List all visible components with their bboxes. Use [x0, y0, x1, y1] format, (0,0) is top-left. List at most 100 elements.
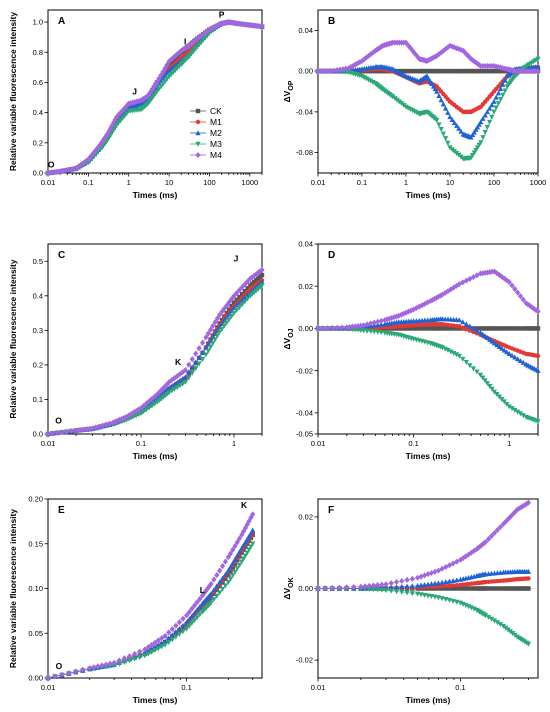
x-tick-label: 1000: [530, 178, 547, 187]
data-point: [512, 326, 518, 331]
data-point: [522, 501, 528, 508]
data-point: [186, 623, 192, 629]
data-point: [460, 356, 466, 362]
data-point: [493, 105, 499, 111]
data-point: [224, 310, 230, 316]
data-point: [219, 575, 226, 581]
data-point: [464, 326, 469, 332]
y-axis-label: ΔVOP: [282, 80, 295, 102]
data-point: [183, 612, 190, 619]
y-axis-label-main: ΔV: [282, 90, 292, 102]
y-tick-label: 0.00: [298, 584, 313, 593]
data-point: [526, 586, 531, 591]
data-point: [180, 376, 186, 382]
data-point: [203, 352, 209, 358]
y-tick-label: 0.8: [33, 48, 43, 57]
data-point: [186, 361, 192, 368]
data-point: [236, 562, 243, 568]
series-m1: [315, 576, 531, 591]
data-point: [146, 405, 152, 411]
series-m4: [315, 39, 541, 75]
data-point: [232, 561, 238, 567]
data-point: [208, 581, 214, 588]
data-point: [403, 309, 409, 316]
data-point: [91, 664, 97, 671]
data-point: [239, 284, 245, 291]
data-point: [489, 386, 495, 392]
data-point: [245, 286, 250, 291]
data-point: [535, 56, 541, 62]
data-point: [162, 632, 168, 639]
data-point: [466, 586, 471, 591]
y-tick-label: 0.10: [28, 584, 43, 593]
y-tick-label: 0.0: [33, 169, 43, 178]
data-point: [84, 426, 90, 433]
data-point: [535, 326, 541, 331]
data-point: [450, 586, 456, 591]
data-point: [234, 539, 240, 546]
data-point: [502, 88, 508, 94]
data-point: [239, 545, 245, 551]
phase-label: J: [132, 87, 137, 97]
data-point: [443, 583, 448, 589]
data-point: [421, 582, 428, 588]
data-point: [500, 623, 506, 629]
data-point: [498, 68, 503, 74]
data-point: [502, 326, 507, 331]
data-point: [414, 68, 420, 74]
y-tick-label: 0.00: [298, 324, 313, 333]
data-point: [182, 374, 188, 380]
data-point: [447, 583, 452, 588]
data-point: [73, 668, 79, 675]
data-point: [401, 310, 407, 317]
panel-f: 0.01 0.1 -0.02 0.00 0.02 Times (ms) ΔVOK F: [282, 498, 539, 705]
data-point: [383, 588, 389, 594]
data-point: [471, 129, 477, 135]
data-point: [503, 586, 508, 591]
data-point: [220, 580, 225, 585]
data-point: [448, 349, 454, 355]
data-point: [460, 555, 466, 562]
data-point: [431, 295, 438, 302]
data-point: [485, 326, 490, 331]
legend-marker: [195, 152, 201, 158]
data-point: [224, 320, 230, 326]
legend-label: M1: [210, 117, 222, 127]
legend-label: M4: [210, 150, 222, 160]
data-point: [487, 326, 492, 331]
data-point: [231, 292, 237, 299]
data-point: [498, 586, 503, 591]
phase-label: L: [200, 585, 205, 595]
data-point: [410, 47, 416, 54]
panel-letter: B: [328, 16, 335, 27]
data-point: [361, 328, 367, 334]
y-tick-label: -0.02: [296, 656, 313, 665]
data-point: [501, 347, 507, 353]
data-point: [512, 354, 518, 360]
data-point: [410, 68, 415, 74]
x-axis-label: Times (ms): [406, 190, 451, 200]
series-line: [47, 534, 254, 679]
data-point: [448, 286, 454, 293]
data-point: [512, 407, 518, 413]
data-point: [371, 319, 377, 326]
data-point: [438, 97, 444, 103]
data-point: [116, 111, 122, 118]
data-point: [166, 635, 172, 641]
legend-marker: [195, 130, 201, 136]
data-point: [509, 406, 515, 412]
data-point: [176, 631, 183, 637]
data-point: [232, 569, 238, 575]
data-point: [535, 353, 541, 359]
data-point: [480, 375, 486, 381]
data-point: [145, 651, 151, 657]
data-point: [393, 579, 400, 586]
data-point: [485, 68, 490, 74]
data-point: [45, 675, 51, 681]
data-point: [449, 117, 455, 123]
panel-letter: A: [58, 16, 65, 27]
data-point: [324, 325, 331, 332]
data-point: [492, 326, 497, 331]
data-point: [186, 369, 192, 375]
